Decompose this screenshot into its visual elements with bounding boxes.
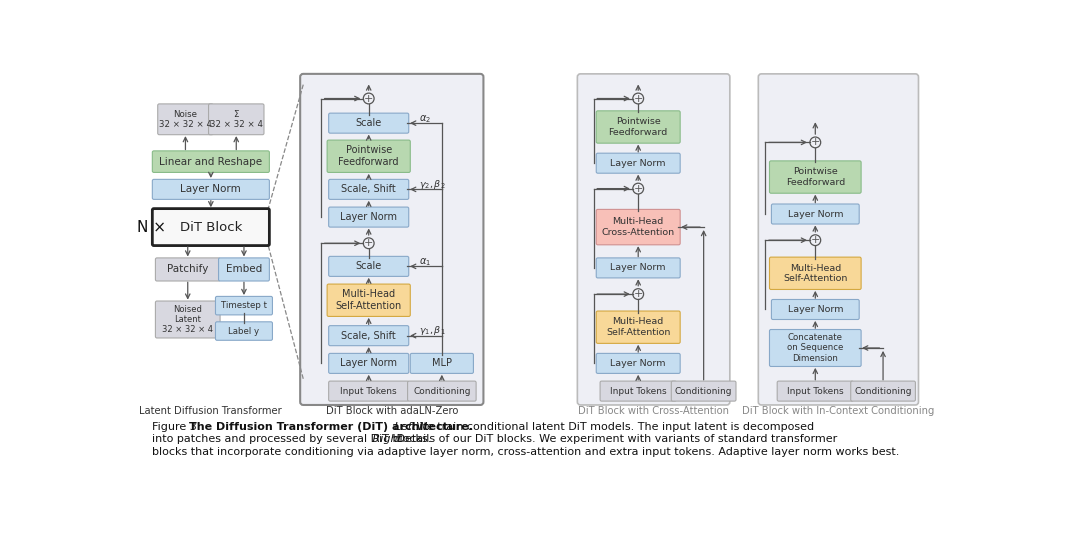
FancyBboxPatch shape <box>596 311 680 343</box>
Text: DiT Block with Cross-Attention: DiT Block with Cross-Attention <box>578 406 729 416</box>
FancyBboxPatch shape <box>328 113 408 133</box>
FancyBboxPatch shape <box>216 322 272 340</box>
Text: Latent Diffusion Transformer: Latent Diffusion Transformer <box>139 406 282 416</box>
Text: Details of our DiT blocks. We experiment with variants of standard transformer: Details of our DiT blocks. We experiment… <box>393 434 838 444</box>
Text: Patchify: Patchify <box>167 264 208 275</box>
FancyBboxPatch shape <box>769 161 861 193</box>
Text: Input Tokens: Input Tokens <box>787 386 843 396</box>
Text: Input Tokens: Input Tokens <box>340 386 397 396</box>
FancyBboxPatch shape <box>407 381 476 401</box>
Text: Layer Norm: Layer Norm <box>787 305 843 314</box>
Text: Concatenate
on Sequence
Dimension: Concatenate on Sequence Dimension <box>787 333 843 363</box>
Text: Conditioning: Conditioning <box>675 386 732 396</box>
Text: Left:: Left: <box>391 422 420 432</box>
FancyBboxPatch shape <box>156 258 220 281</box>
FancyBboxPatch shape <box>158 104 213 135</box>
FancyBboxPatch shape <box>410 353 473 373</box>
FancyBboxPatch shape <box>596 209 680 245</box>
Text: Layer Norm: Layer Norm <box>610 159 666 168</box>
FancyBboxPatch shape <box>778 381 853 401</box>
Text: $\gamma_2,\beta_2$: $\gamma_2,\beta_2$ <box>419 178 445 191</box>
FancyBboxPatch shape <box>596 258 680 278</box>
Text: Scale, Shift: Scale, Shift <box>341 184 396 195</box>
FancyBboxPatch shape <box>152 209 269 246</box>
FancyBboxPatch shape <box>578 74 730 405</box>
Text: Layer Norm: Layer Norm <box>340 359 397 368</box>
FancyBboxPatch shape <box>216 296 272 315</box>
Text: Input Tokens: Input Tokens <box>610 386 666 396</box>
Text: DiT Block with adaLN-Zero: DiT Block with adaLN-Zero <box>325 406 458 416</box>
Text: +: + <box>364 238 374 249</box>
Text: +: + <box>364 94 374 104</box>
Text: Multi-Head
Cross-Attention: Multi-Head Cross-Attention <box>602 217 675 237</box>
Text: Multi-Head
Self-Attention: Multi-Head Self-Attention <box>606 318 671 337</box>
Text: Scale: Scale <box>355 262 382 271</box>
Text: Scale, Shift: Scale, Shift <box>341 331 396 341</box>
FancyBboxPatch shape <box>327 284 410 317</box>
Text: +: + <box>634 289 643 299</box>
FancyBboxPatch shape <box>596 111 680 143</box>
FancyBboxPatch shape <box>328 179 408 199</box>
Text: Figure 3.: Figure 3. <box>151 422 203 432</box>
Text: N ×: N × <box>137 220 166 234</box>
Text: Label y: Label y <box>228 326 259 336</box>
FancyBboxPatch shape <box>218 258 269 281</box>
Text: Right:: Right: <box>368 434 405 444</box>
Text: $\alpha_1$: $\alpha_1$ <box>419 256 431 268</box>
Text: +: + <box>811 235 820 245</box>
FancyBboxPatch shape <box>758 74 918 405</box>
FancyBboxPatch shape <box>300 74 484 405</box>
Text: $\alpha_2$: $\alpha_2$ <box>419 113 431 125</box>
Text: Embed: Embed <box>226 264 262 275</box>
FancyBboxPatch shape <box>596 353 680 373</box>
Text: Conditioning: Conditioning <box>854 386 912 396</box>
Text: Σ
32 × 32 × 4: Σ 32 × 32 × 4 <box>210 110 262 129</box>
FancyBboxPatch shape <box>152 151 269 172</box>
FancyBboxPatch shape <box>769 330 861 366</box>
FancyBboxPatch shape <box>771 204 860 224</box>
FancyBboxPatch shape <box>769 257 861 289</box>
FancyBboxPatch shape <box>328 207 408 227</box>
FancyBboxPatch shape <box>672 381 735 401</box>
FancyBboxPatch shape <box>851 381 916 401</box>
Text: Noised
Latent
32 × 32 × 4: Noised Latent 32 × 32 × 4 <box>162 305 213 335</box>
Text: Timestep t: Timestep t <box>221 301 267 310</box>
Text: blocks that incorporate conditioning via adaptive layer norm, cross-attention an: blocks that incorporate conditioning via… <box>151 446 899 457</box>
Text: MLP: MLP <box>432 359 451 368</box>
Text: Layer Norm: Layer Norm <box>180 184 241 195</box>
FancyBboxPatch shape <box>156 301 220 338</box>
Text: into patches and processed by several DiT blocks.: into patches and processed by several Di… <box>151 434 431 444</box>
Text: Scale: Scale <box>355 118 382 128</box>
FancyBboxPatch shape <box>328 381 408 401</box>
Text: +: + <box>634 184 643 193</box>
Text: Layer Norm: Layer Norm <box>610 359 666 368</box>
Text: Noise
32 × 32 × 4: Noise 32 × 32 × 4 <box>159 110 212 129</box>
Text: $\gamma_1,\beta_1$: $\gamma_1,\beta_1$ <box>419 324 445 337</box>
Text: Conditioning: Conditioning <box>413 386 471 396</box>
Text: Pointwise
Feedforward: Pointwise Feedforward <box>785 167 845 187</box>
Text: DiT Block with In-Context Conditioning: DiT Block with In-Context Conditioning <box>742 406 934 416</box>
Text: Layer Norm: Layer Norm <box>610 263 666 272</box>
Text: Multi-Head
Self-Attention: Multi-Head Self-Attention <box>783 264 848 283</box>
FancyBboxPatch shape <box>328 256 408 276</box>
Text: Pointwise
Feedforward: Pointwise Feedforward <box>338 146 399 167</box>
FancyBboxPatch shape <box>771 300 860 319</box>
Text: +: + <box>634 94 643 104</box>
Text: Layer Norm: Layer Norm <box>787 209 843 219</box>
Text: Pointwise
Feedforward: Pointwise Feedforward <box>608 117 667 137</box>
Text: Linear and Reshape: Linear and Reshape <box>159 156 262 167</box>
FancyBboxPatch shape <box>328 353 408 373</box>
FancyBboxPatch shape <box>152 179 269 199</box>
FancyBboxPatch shape <box>328 326 408 346</box>
Text: Multi-Head
Self-Attention: Multi-Head Self-Attention <box>336 289 402 311</box>
Text: DiT Block: DiT Block <box>179 221 242 234</box>
Text: +: + <box>811 137 820 147</box>
FancyBboxPatch shape <box>208 104 264 135</box>
Text: Layer Norm: Layer Norm <box>340 212 397 222</box>
Text: We train conditional latent DiT models. The input latent is decomposed: We train conditional latent DiT models. … <box>413 422 813 432</box>
FancyBboxPatch shape <box>327 140 410 172</box>
FancyBboxPatch shape <box>600 381 676 401</box>
FancyBboxPatch shape <box>596 153 680 173</box>
Text: The Diffusion Transformer (DiT) architecture.: The Diffusion Transformer (DiT) architec… <box>189 422 473 432</box>
